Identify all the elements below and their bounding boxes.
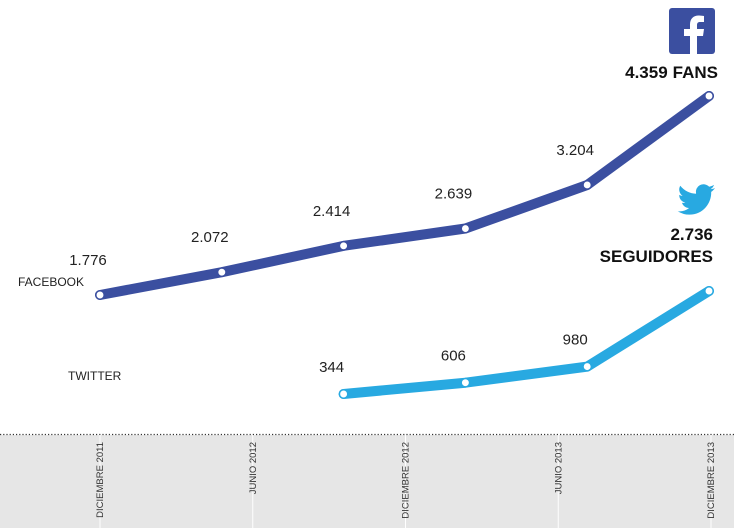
value-label: 1.776 [69,252,107,269]
end-value: 4.359 [625,63,668,82]
point [460,377,471,388]
series-line [95,91,714,300]
axis-band [0,435,734,528]
point [460,223,471,234]
value-label: 980 [563,332,588,349]
point [704,91,714,101]
end-value: 2.736 [670,225,713,244]
x-tick-label: DICIEMBRE 2013 [706,442,717,519]
x-tick-label: DICIEMBRE 2012 [401,442,412,519]
end-unit: SEGUIDORES [600,247,713,266]
point [338,240,349,251]
point [704,286,714,296]
point [216,267,227,278]
value-label: 344 [319,359,344,376]
value-label: 2.639 [435,186,473,203]
series-line [338,286,714,399]
x-tick-label: JUNIO 2012 [248,442,259,494]
value-label: 2.414 [313,203,351,220]
point [582,180,593,190]
end-label: 4.359 FANS [625,63,718,82]
point [95,290,105,300]
series-name: FACEBOOK [18,275,84,289]
point [582,361,593,372]
twitter-icon [677,184,716,215]
end-unit: FANS [673,63,718,82]
value-label: 3.204 [556,142,594,159]
value-label: 2.072 [191,229,229,246]
point [338,389,349,399]
series-name: TWITTER [68,369,122,383]
x-tick-label: DICIEMBRE 2011 [95,442,106,518]
value-label: 606 [441,348,466,365]
facebook-icon [669,8,715,54]
x-tick-label: JUNIO 2013 [553,442,564,494]
